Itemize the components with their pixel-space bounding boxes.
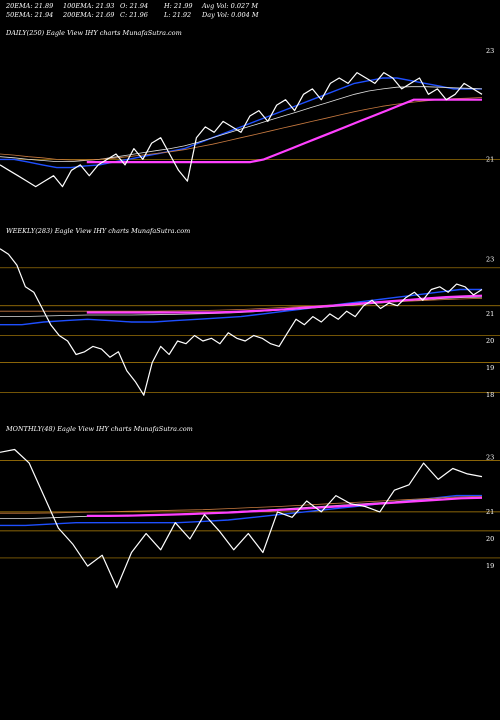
indicator-header: 20EMA: 21.89 100EMA: 21.93 O: 21.94 H: 2… <box>5 2 259 19</box>
header-ema100: 100EMA: 21.93 <box>63 2 114 10</box>
monthly-y-tick-label: 20 <box>486 535 494 543</box>
daily-panel: DAILY(250) Eagle View IHY charts MunafaS… <box>0 29 500 188</box>
weekly-ema-short-line <box>0 288 482 326</box>
header-ema200: 200EMA: 21.69 <box>62 11 114 19</box>
header-close: C: 21.96 <box>120 11 148 19</box>
weekly-ema-support-line <box>86 294 483 314</box>
daily-ema-support-line <box>86 98 482 164</box>
monthly-panel-label: MONTHLY(48) Eagle View IHY charts Munafa… <box>5 425 193 433</box>
weekly-y-tick-label: 23 <box>486 256 494 264</box>
daily-y-tick-label: 23 <box>486 47 494 55</box>
daily-ema-mid-line <box>0 86 483 163</box>
header-open: O: 21.94 <box>120 2 148 10</box>
monthly-y-tick-label: 23 <box>486 454 494 462</box>
monthly-ema-support-line <box>86 496 483 518</box>
header-ema20: 20EMA: 21.89 <box>5 2 53 10</box>
daily-y-tick-label: 21 <box>486 155 494 163</box>
monthly-ema-long-line <box>0 496 483 514</box>
weekly-y-tick-label: 20 <box>486 337 494 345</box>
weekly-panel: WEEKLY(283) Eagle View IHY charts Munafa… <box>0 227 500 399</box>
weekly-y-tick-label: 21 <box>486 310 494 318</box>
header-low: L: 21.92 <box>163 11 191 19</box>
header-avg-vol: Avg Vol: 0.027 M <box>201 2 258 10</box>
weekly-panel-label: WEEKLY(283) Eagle View IHY charts Munafa… <box>6 227 190 235</box>
daily-price-line <box>0 71 483 188</box>
header-day-vol: Day Vol: 0.004 M <box>201 11 259 19</box>
daily-ema-short-line <box>0 77 482 169</box>
monthly-price-line <box>0 448 483 589</box>
monthly-y-tick-label: 21 <box>486 508 494 516</box>
weekly-price-line <box>0 248 483 396</box>
monthly-panel: MONTHLY(48) Eagle View IHY charts Munafa… <box>0 425 500 589</box>
weekly-y-tick-label: 18 <box>486 391 494 399</box>
header-ema50: 50EMA: 21.94 <box>6 11 53 19</box>
daily-panel-label: DAILY(250) Eagle View IHY charts MunafaS… <box>5 29 182 37</box>
weekly-y-tick-label: 19 <box>486 364 494 372</box>
header-high: H: 21.99 <box>163 2 193 10</box>
monthly-y-tick-label: 19 <box>486 562 494 570</box>
